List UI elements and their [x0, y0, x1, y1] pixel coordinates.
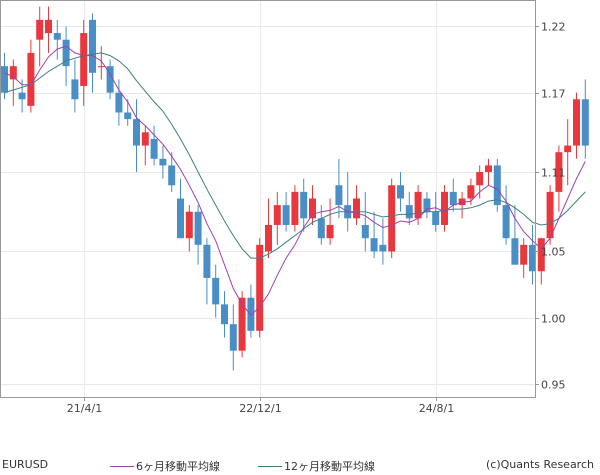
candle-body-down — [1, 66, 8, 93]
candle-body-down — [212, 277, 220, 305]
candle-body-down — [194, 211, 202, 245]
candle-body-up — [476, 172, 484, 186]
candle-body-down — [370, 238, 378, 252]
y-tick-label: 1.00 — [541, 313, 566, 326]
y-tick-label: 1.11 — [541, 167, 566, 180]
candle-body-up — [141, 132, 149, 146]
candle-body-down — [335, 185, 343, 206]
candle-body-up — [537, 238, 545, 272]
candle-body-up — [80, 33, 88, 87]
candle-body-up — [414, 191, 422, 219]
ma6-line — [4, 45, 586, 316]
candle-body-up — [326, 224, 334, 239]
candle-body-up — [97, 66, 105, 68]
candle-body-up — [27, 52, 35, 106]
candle-body-down — [379, 244, 387, 252]
plot-frame — [0, 0, 536, 398]
candle-body-up — [273, 205, 281, 225]
candle-body-up — [309, 198, 316, 219]
candle-body-down — [317, 218, 325, 239]
y-tick-label: 0.95 — [541, 379, 566, 392]
candle-body-down — [300, 191, 308, 219]
candle-body-down — [282, 205, 290, 225]
candle-body-up — [185, 211, 193, 239]
candle-body-up — [36, 19, 44, 40]
candle-body-up — [256, 244, 264, 331]
candle-body-down — [423, 198, 431, 212]
candle-body-down — [529, 244, 536, 272]
candle-body-down — [62, 39, 70, 67]
candle-body-up — [546, 191, 554, 239]
candle-body-down — [89, 19, 96, 73]
candle-body-down — [18, 92, 26, 100]
x-axis: 21/4/1 22/12/1 24/8/1 — [67, 397, 454, 415]
candle-body-down — [397, 185, 404, 199]
candle-body-down — [159, 158, 167, 166]
candle-body-up — [353, 198, 360, 219]
candle-body-up — [45, 19, 52, 34]
ma12-line — [4, 52, 586, 259]
candle-body-up — [458, 198, 466, 206]
symbol-label: EURUSD — [2, 458, 49, 471]
legend-bar: EURUSD 6ヶ月移動平均線 12ヶ月移動平均線 (c)Quants Rese… — [0, 452, 600, 473]
credit-label: (c)Quants Research — [486, 458, 594, 471]
candle-body-down — [71, 79, 79, 100]
y-axis: 1.22 1.17 1.11 1.05 1.00 0.95 — [535, 21, 566, 392]
candle-body-up — [485, 165, 492, 173]
y-tick-label: 1.22 — [541, 21, 566, 34]
candle-body-down — [449, 191, 457, 206]
candle-body-down — [177, 198, 184, 239]
candle-body-down — [168, 165, 176, 186]
candle-body-up — [9, 66, 17, 80]
x-tick-label: 24/8/1 — [419, 402, 454, 415]
candle-body-up — [265, 224, 272, 252]
x-tick-label: 22/12/1 — [239, 402, 281, 415]
candle-body-down — [405, 205, 413, 219]
candle-body-down — [581, 99, 589, 146]
candle-body-up — [238, 297, 246, 351]
candle-body-down — [432, 211, 440, 225]
candle-body-down — [106, 66, 114, 93]
ma6-legend-swatch — [110, 466, 134, 467]
y-tick-label: 1.05 — [541, 246, 566, 259]
candle-body-down — [511, 238, 519, 265]
candle-body-up — [467, 185, 475, 199]
candle-body-down — [150, 138, 158, 159]
candle-body-up — [520, 244, 528, 265]
ma12-legend-swatch — [258, 466, 282, 467]
x-tick-label: 21/4/1 — [67, 402, 102, 415]
candle-body-down — [221, 304, 228, 325]
candle-body-up — [388, 185, 396, 252]
candle-body-down — [229, 324, 237, 351]
candle-body-down — [493, 165, 501, 206]
candle-body-up — [564, 145, 572, 153]
candle-body-down — [502, 205, 510, 239]
candle-body-up — [555, 152, 563, 192]
candle-body-up — [291, 191, 299, 225]
ma6-legend-label: 6ヶ月移動平均線 — [136, 460, 220, 473]
candle-body-down — [124, 112, 132, 120]
candle-body-down — [115, 92, 123, 113]
candle-body-down — [203, 244, 211, 278]
y-tick-label: 1.17 — [541, 88, 566, 101]
candle-body-down — [361, 224, 369, 239]
candle-body-up — [441, 191, 448, 225]
ma12-legend-label: 12ヶ月移動平均線 — [284, 460, 375, 473]
candle-body-up — [573, 99, 580, 146]
candle-body-down — [133, 119, 140, 146]
candle-body-down — [53, 33, 61, 40]
